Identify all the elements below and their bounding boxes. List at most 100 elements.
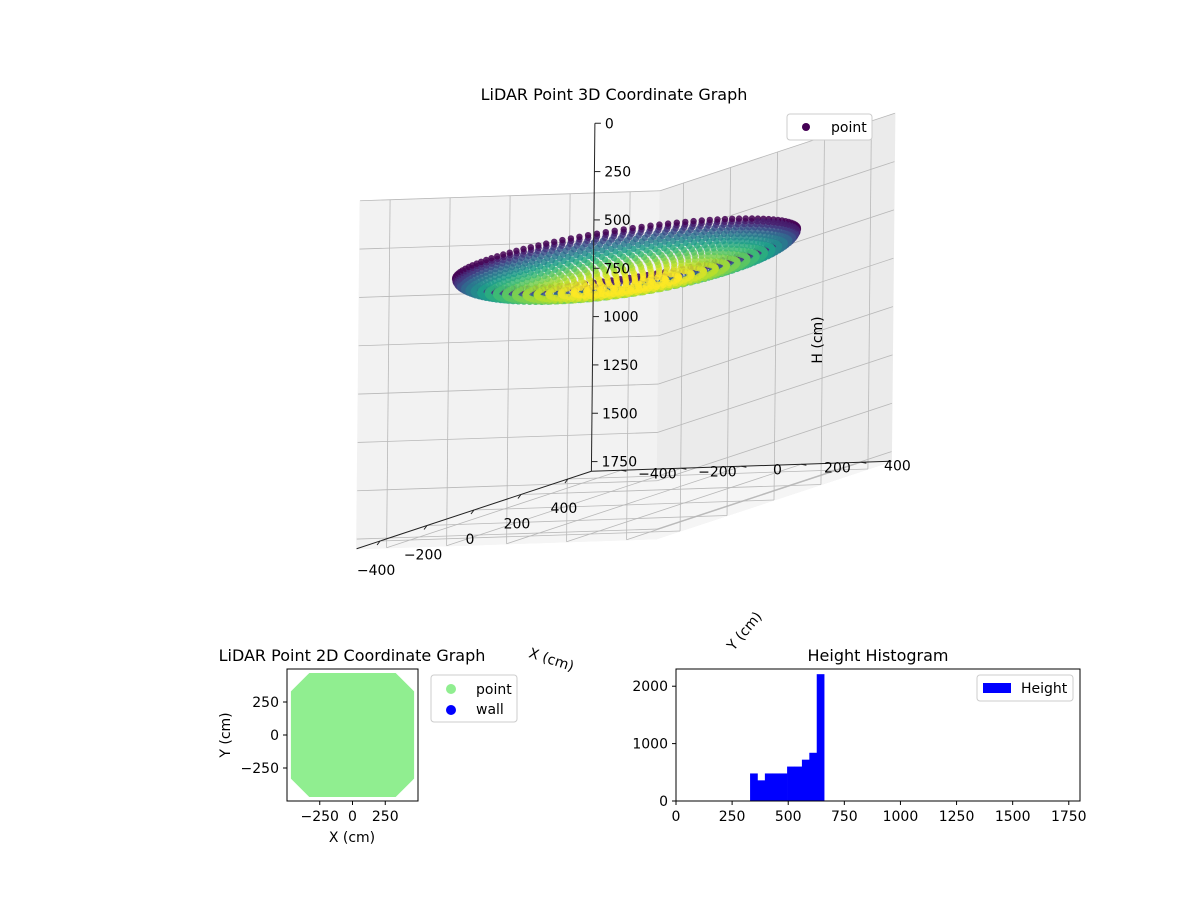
- bowl-point: [714, 216, 721, 223]
- grid-left-z: [358, 335, 659, 347]
- bowl-point: [559, 236, 566, 244]
- xh-tick-label: 1750: [1051, 809, 1087, 825]
- legend-2d-marker-point: [446, 684, 456, 694]
- bowl-point: [488, 255, 495, 262]
- legend-2d-label-wall: wall: [476, 702, 504, 718]
- point-cloud-octagon: [290, 673, 415, 797]
- xh-tick-label: 500: [775, 809, 802, 825]
- legend-3d-frame: [786, 113, 873, 141]
- histogram-bar: [801, 759, 810, 801]
- bowl-point: [611, 227, 618, 234]
- y2d-tick-label: 250: [252, 695, 279, 711]
- x-tick-mark: [423, 525, 428, 530]
- xh-tick-label: 750: [831, 809, 858, 825]
- bowl-point: [513, 247, 520, 254]
- ticks-3d: −400 −200 0 200 400 −400 −200 0 200 400 0 250 500 750…: [357, 116, 911, 579]
- bowl-point: [742, 215, 749, 222]
- histogram-bar: [809, 752, 818, 801]
- scatter2d-panel: LiDAR Point 2D Coordinate Graph −250 0 250…: [218, 646, 518, 846]
- bowl-point: [483, 256, 490, 264]
- grid-left-z: [357, 480, 658, 492]
- bowl-point: [620, 226, 627, 233]
- x-tick-label: 400: [551, 501, 578, 517]
- ticks-hist: 0 250 500 750 1000 1250 1500 1750 0 1000 2000: [632, 679, 1086, 825]
- x-tick-mark: [470, 509, 475, 515]
- grid-left-z: [357, 432, 658, 443]
- bowl-point: [729, 215, 736, 222]
- bowl-point: [642, 282, 650, 290]
- x-axis-label-3d: X (cm): [527, 645, 576, 675]
- xh-tick-label: 1500: [995, 809, 1031, 825]
- scatter2d-ylabel: Y (cm): [218, 712, 234, 758]
- grid-floor-y: [626, 461, 862, 541]
- x-tick-mark: [564, 478, 569, 484]
- bowl-points: [451, 215, 802, 305]
- bowl-point: [698, 217, 705, 224]
- y-tick-label: −200: [698, 464, 736, 480]
- x-tick-label: 200: [504, 517, 531, 533]
- grid-back-z: [656, 451, 892, 530]
- scatter2d-xlabel: X (cm): [329, 830, 375, 846]
- x2d-tick-label: 250: [372, 809, 399, 825]
- yh-tick-label: 2000: [632, 679, 668, 695]
- legend-3d: point: [786, 113, 873, 141]
- x-tick-mark: [376, 540, 381, 546]
- yh-tick-label: 1000: [632, 737, 668, 753]
- x2d-tick-label: 0: [348, 809, 357, 825]
- histogram-bar: [816, 674, 825, 801]
- bowl-point: [520, 245, 527, 253]
- y2d-tick-label: −250: [241, 761, 279, 777]
- bowl-point: [673, 219, 680, 226]
- xh-tick-label: 0: [672, 809, 681, 825]
- bowl-point: [629, 224, 636, 232]
- histogram-bar: [764, 773, 773, 801]
- legend-3d-label: point: [831, 120, 867, 136]
- y-tick-mark: [861, 461, 867, 464]
- z-tick-label: 750: [603, 261, 630, 277]
- histogram-frame: [675, 668, 1081, 802]
- y-tick-label: 0: [773, 462, 782, 478]
- legend-3d-marker: [802, 123, 810, 131]
- y-tick-label: 400: [884, 458, 911, 474]
- bowl-point: [735, 215, 743, 222]
- bowl-point: [647, 222, 654, 229]
- z-tick-label: 0: [605, 116, 614, 132]
- x-tick-label: −400: [357, 563, 395, 579]
- histogram-bar: [772, 773, 780, 801]
- legend-hist-swatch: [983, 683, 1011, 693]
- bowl-point: [478, 258, 485, 265]
- y-tick-mark: [621, 469, 627, 472]
- ticks-2d: −250 0 250 −250 0 250: [241, 695, 399, 825]
- scatter2d-title: LiDAR Point 2D Coordinate Graph: [219, 646, 486, 665]
- bowl-point: [664, 220, 672, 227]
- legend-hist-label: Height: [1021, 681, 1068, 697]
- y2d-tick-label: 0: [270, 728, 279, 744]
- z-tick-label: 1750: [601, 455, 637, 471]
- legend-hist: Height: [976, 674, 1074, 702]
- bowl-point: [567, 235, 575, 242]
- z-tick-label: 1500: [602, 406, 638, 422]
- bowl-point: [602, 229, 609, 236]
- bowl-point: [721, 215, 729, 223]
- legend-2d-label-point: point: [476, 682, 512, 698]
- xh-tick-label: 250: [719, 809, 746, 825]
- grid-floor-y: [506, 465, 742, 545]
- bowl-point: [551, 238, 558, 245]
- bowl-point: [576, 233, 583, 240]
- bowl-point: [593, 230, 601, 237]
- bowl-point: [506, 249, 513, 256]
- bowl-point: [494, 253, 501, 260]
- bowl-point: [690, 217, 697, 225]
- y-tick-mark: [801, 463, 807, 466]
- histogram-bar: [787, 766, 795, 801]
- bowl-point: [759, 218, 767, 225]
- grid-back-z: [658, 306, 894, 385]
- histogram-bar: [779, 773, 788, 801]
- scatter3d-panel: −400 −200 0 200 400 −400 −200 0 200 400 0 250 500 750…: [356, 85, 911, 675]
- bowl-point: [543, 240, 550, 247]
- grid-back-z: [658, 257, 894, 337]
- histogram-bar: [750, 773, 758, 801]
- grid-back-z: [657, 354, 893, 433]
- bowl-point: [748, 215, 756, 222]
